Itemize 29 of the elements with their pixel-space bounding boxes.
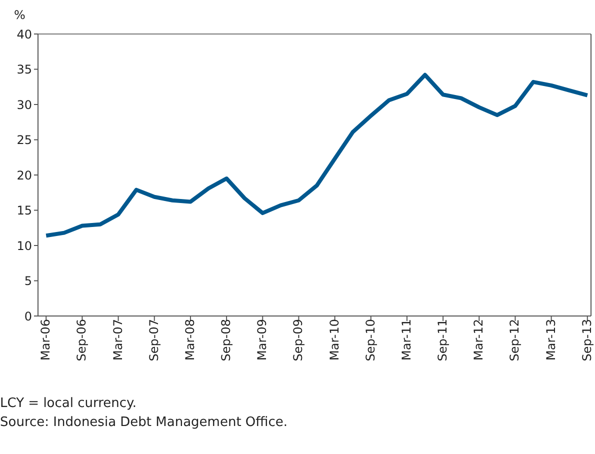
x-tick-label: Mar-06: [38, 319, 53, 360]
x-tick-label: Mar-09: [255, 319, 270, 360]
x-tick-label: Mar-13: [544, 319, 558, 360]
x-tick-label: Mar-07: [110, 319, 125, 360]
source-note: Source: Indonesia Debt Management Office.: [0, 414, 288, 432]
y-tick-label: 35: [16, 62, 32, 77]
y-axis-title: %: [14, 8, 26, 22]
x-tick-label: Sep-12: [508, 319, 522, 362]
y-tick-label: 15: [16, 204, 32, 218]
x-tick-label: Mar-08: [182, 319, 197, 360]
y-tick-label: 5: [24, 274, 32, 288]
x-tick-label: Mar-11: [399, 319, 414, 360]
y-tick-label: 20: [16, 168, 32, 182]
x-tick-label: Sep-13: [580, 319, 594, 362]
x-tick-label: Sep-09: [291, 319, 306, 362]
line-series: [44, 72, 590, 238]
x-tick-label: Mar-12: [472, 319, 486, 360]
x-tick-label: Sep-07: [146, 319, 161, 362]
x-tick-label: Sep-06: [74, 319, 89, 362]
x-tick-label: Mar-10: [327, 319, 342, 360]
y-tick-label: 10: [16, 238, 32, 253]
x-tick-label: Sep-10: [363, 319, 378, 362]
y-tick-label: 0: [24, 309, 32, 324]
x-tick-label: Sep-08: [219, 319, 234, 362]
y-tick-label: 40: [16, 27, 32, 42]
y-tick-label: 30: [16, 98, 32, 112]
x-tick-label: Sep-11: [436, 319, 450, 362]
y-tick-label: 25: [16, 133, 32, 148]
text: LCY = local currency.: [0, 395, 138, 413]
